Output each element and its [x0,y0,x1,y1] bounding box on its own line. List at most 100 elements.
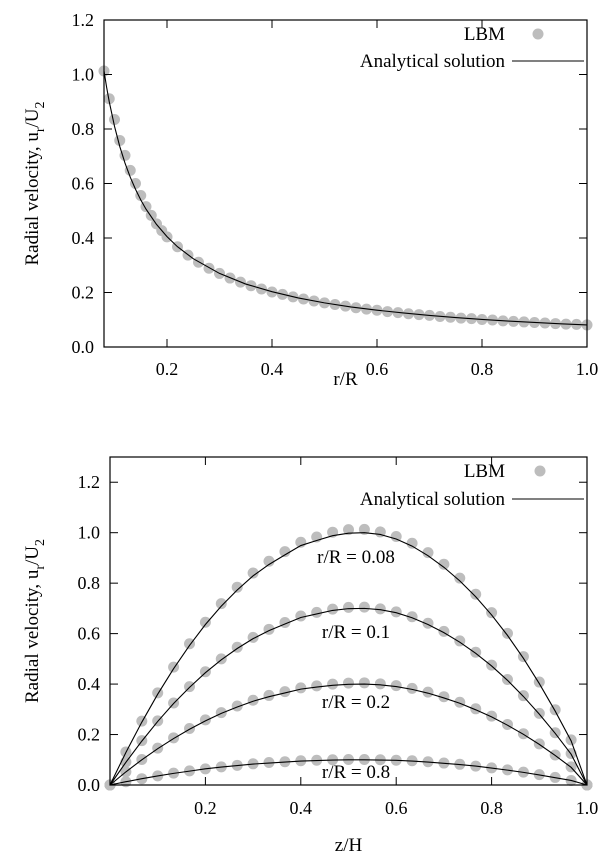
bottom-analytical-curve-0 [109,532,588,786]
top-x-tick-label-2: 0.6 [366,359,389,379]
bottom-lbm-point-profile-2 [374,678,386,690]
top-lbm-point [135,189,147,201]
bottom-x-axis-label: z/H [335,835,363,856]
bottom-lbm-point-profile-0 [406,537,418,549]
bottom-lbm-point-profile-0 [501,627,513,639]
top-lbm-point [109,113,120,125]
top-y-label-main: Radial velocity, u [22,132,43,266]
bottom-lbm-point-profile-0 [343,524,354,536]
bottom-lbm-point-profile-0 [247,567,259,579]
bottom-lbm-point-profile-2 [343,677,354,689]
top-lbm-point [124,164,136,176]
bottom-lbm-point-profile-0 [279,546,291,558]
bottom-lbm-point-profile-2 [327,678,339,690]
top-axis-ticks: 0.2 0.4 0.6 0.8 1.0 0.0 0.2 0.4 0.6 0.8 1.0 1.2 [72,10,599,379]
bottom-lbm-point-profile-0 [454,572,466,584]
top-y-tick-label-0: 0.0 [72,337,95,357]
bottom-lbm-point-profile-1 [327,603,339,615]
top-x-tick-label-0: 0.2 [156,359,179,379]
top-x-tick-label-1: 0.4 [261,359,284,379]
bottom-lbm-point-profile-2 [184,722,196,734]
bottom-lbm-point-profile-0 [199,616,211,628]
bottom-analytical-curves [109,532,588,786]
bottom-lbm-point-profile-0 [231,581,243,593]
bottom-lbm-point-profile-1 [374,603,386,615]
profile-label-r02: r/R = 0.2 [322,692,390,713]
bottom-lbm-point-profile-2 [501,718,513,730]
top-plot-frame [103,19,588,348]
bottom-lbm-point-profile-2 [215,707,227,719]
bottom-y-tick-label-2: 0.4 [78,674,101,694]
bottom-axis-ticks: 0.2 0.4 0.6 0.8 1.0 0.0 0.2 0.4 0.6 0.8 1.0 1.2 [78,457,599,818]
top-y-axis-label: Radial velocity, ur/U2 [22,102,48,266]
bottom-lbm-point-profile-2 [454,696,466,708]
bottom-analytical-curve-3 [109,759,588,786]
top-legend-lbm-label: LBM [464,24,505,45]
bottom-lbm-point-profile-1 [343,601,354,613]
bottom-lbm-point-profile-1 [501,674,513,686]
profile-label-r01: r/R = 0.1 [322,622,390,643]
top-chart-panel: 0.2 0.4 0.6 0.8 1.0 0.0 0.2 0.4 0.6 0.8 1.0 1.2 r/R… [22,10,598,390]
bottom-y-label-main: Radial velocity, u [22,569,43,703]
bottom-y-tick-label-0: 0.0 [78,775,101,795]
bottom-lbm-point-profile-0 [422,547,434,559]
bottom-lbm-point-profile-2 [231,700,243,712]
bottom-lbm-point-profile-2 [390,680,402,692]
bottom-y-label-sub-r: r [33,565,48,570]
top-y-label-mid: /U [22,108,43,127]
top-y-label-sub-r: r [33,127,48,132]
bottom-lbm-point-profile-2 [279,686,291,698]
bottom-lbm-point-profile-1 [199,666,211,678]
bottom-chart-panel: 0.2 0.4 0.6 0.8 1.0 0.0 0.2 0.4 0.6 0.8 1.0 1.2 r/R… [22,456,599,856]
top-legend: LBM Analytical solution [360,24,584,72]
top-y-tick-label-6: 1.2 [72,10,95,30]
bottom-x-tick-label-3: 0.8 [480,798,503,818]
bottom-y-tick-label-1: 0.2 [78,725,101,745]
bottom-lbm-point-profile-1 [390,606,402,618]
bottom-y-tick-label-3: 0.6 [78,624,101,644]
bottom-lbm-point-profile-1 [358,601,370,613]
bottom-lbm-point-profile-2 [486,710,498,722]
top-x-tick-label-3: 0.8 [471,359,494,379]
bottom-y-tick-label-5: 1.0 [78,523,101,543]
bottom-lbm-point-profile-2 [358,677,370,689]
bottom-lbm-point-profile-2 [311,680,323,692]
profile-label-r08: r/R = 0.8 [322,762,390,783]
bottom-profile-labels: r/R = 0.08 r/R = 0.1 r/R = 0.2 r/R = 0.8 [317,547,395,783]
bottom-lbm-point-profile-0 [390,530,402,542]
bottom-y-label-mid: /U [22,546,43,565]
bottom-lbm-point-profile-0 [263,555,275,567]
top-legend-lbm-marker [532,28,544,40]
top-y-tick-label-5: 1.0 [72,65,95,85]
profile-label-r008: r/R = 0.08 [317,547,395,568]
bottom-lbm-point-profile-2 [263,689,275,701]
bottom-x-tick-label-4: 1.0 [576,798,599,818]
top-lbm-point [203,262,215,274]
bottom-lbm-point-profile-1 [311,606,323,618]
bottom-lbm-point-profile-0 [152,687,164,699]
bottom-analytical-curve-2 [109,683,588,786]
bottom-legend-lbm-marker [534,465,546,477]
bottom-lbm-point-profile-2 [247,694,259,706]
bottom-lbm-point-profile-0 [549,704,561,716]
bottom-y-tick-label-6: 1.2 [78,472,101,492]
bottom-lbm-point-profile-0 [486,607,498,619]
top-y-tick-label-1: 0.2 [72,283,95,303]
bottom-lbm-point-profile-2 [295,682,307,694]
top-y-tick-label-2: 0.4 [72,228,95,248]
bottom-lbm-point-profile-2 [406,682,418,694]
bottom-y-tick-label-4: 0.8 [78,573,101,593]
bottom-lbm-point-profile-0 [358,523,370,535]
top-lbm-point [130,178,141,189]
bottom-legend: LBM Analytical solution [360,461,584,510]
bottom-y-label-sub-2: 2 [33,539,48,546]
bottom-lbm-point-profile-0 [470,588,482,600]
bottom-lbm-point-profile-0 [215,598,227,610]
top-x-tick-label-4: 1.0 [576,359,599,379]
top-lbm-series [98,65,593,331]
top-legend-analytical-label: Analytical solution [360,51,506,72]
bottom-lbm-point-profile-0 [438,558,450,570]
top-x-axis-label: r/R [333,369,358,390]
